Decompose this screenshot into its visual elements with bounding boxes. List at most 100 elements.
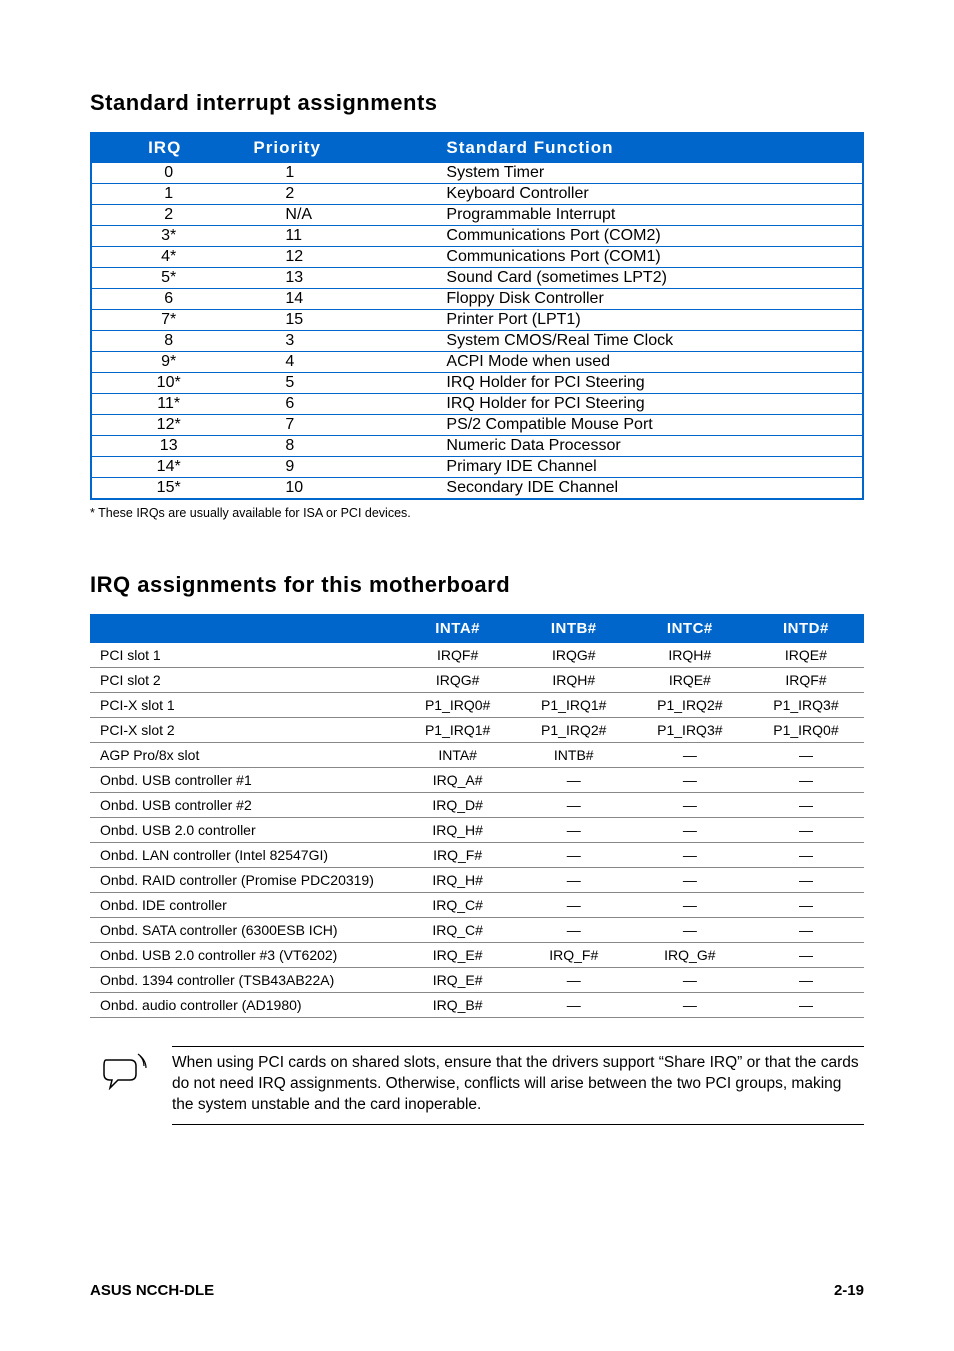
intd-cell: —: [748, 793, 864, 818]
inta-cell: IRQ_E#: [400, 943, 516, 968]
intc-cell: —: [632, 768, 748, 793]
priority-cell: 12: [245, 247, 438, 268]
device-label-cell: Onbd. LAN controller (Intel 82547GI): [90, 843, 400, 868]
device-label-cell: PCI slot 2: [90, 668, 400, 693]
page-footer: ASUS NCCH-DLE 2-19: [90, 1282, 864, 1299]
motherboard-irq-table: INTA# INTB# INTC# INTD# PCI slot 1IRQF#I…: [90, 614, 864, 1018]
intb-cell: —: [516, 793, 632, 818]
intc-cell: —: [632, 793, 748, 818]
table-row: Onbd. USB controller #2IRQ_D#———: [90, 793, 864, 818]
function-cell: PS/2 Compatible Mouse Port: [438, 415, 863, 436]
intc-cell: —: [632, 743, 748, 768]
mb-table-header-intb: INTB#: [516, 614, 632, 643]
table-row: 4*12Communications Port (COM1): [91, 247, 863, 268]
intd-cell: —: [748, 743, 864, 768]
priority-cell: 4: [245, 352, 438, 373]
device-label-cell: Onbd. audio controller (AD1980): [90, 993, 400, 1018]
heading-standard-interrupt: Standard interrupt assignments: [90, 90, 864, 116]
device-label-cell: Onbd. USB controller #1: [90, 768, 400, 793]
irq-cell: 7*: [91, 310, 245, 331]
inta-cell: P1_IRQ0#: [400, 693, 516, 718]
intc-cell: IRQ_G#: [632, 943, 748, 968]
function-cell: IRQ Holder for PCI Steering: [438, 394, 863, 415]
table-row: 01System Timer: [91, 163, 863, 184]
inta-cell: IRQ_C#: [400, 918, 516, 943]
table-row: 5*13Sound Card (sometimes LPT2): [91, 268, 863, 289]
device-label-cell: Onbd. RAID controller (Promise PDC20319): [90, 868, 400, 893]
priority-cell: 15: [245, 310, 438, 331]
priority-cell: N/A: [245, 205, 438, 226]
table-row: 12*7PS/2 Compatible Mouse Port: [91, 415, 863, 436]
heading-irq-motherboard: IRQ assignments for this motherboard: [90, 572, 864, 598]
table-row: Onbd. IDE controllerIRQ_C#———: [90, 893, 864, 918]
inta-cell: IRQ_D#: [400, 793, 516, 818]
intd-cell: P1_IRQ3#: [748, 693, 864, 718]
function-cell: Floppy Disk Controller: [438, 289, 863, 310]
priority-cell: 5: [245, 373, 438, 394]
table-row: PCI slot 2IRQG#IRQH#IRQE#IRQF#: [90, 668, 864, 693]
table-row: Onbd. SATA controller (6300ESB ICH)IRQ_C…: [90, 918, 864, 943]
irq-cell: 11*: [91, 394, 245, 415]
intc-cell: —: [632, 993, 748, 1018]
irq-table-footnote: * These IRQs are usually available for I…: [90, 506, 864, 520]
inta-cell: P1_IRQ1#: [400, 718, 516, 743]
irq-cell: 0: [91, 163, 245, 184]
irq-cell: 6: [91, 289, 245, 310]
device-label-cell: Onbd. USB 2.0 controller: [90, 818, 400, 843]
table-row: 11*6IRQ Holder for PCI Steering: [91, 394, 863, 415]
irq-table: IRQ Priority Standard Function 01System …: [90, 132, 864, 500]
table-row: PCI-X slot 2P1_IRQ1#P1_IRQ2#P1_IRQ3#P1_I…: [90, 718, 864, 743]
device-label-cell: Onbd. 1394 controller (TSB43AB22A): [90, 968, 400, 993]
intc-cell: P1_IRQ2#: [632, 693, 748, 718]
table-row: 14*9Primary IDE Channel: [91, 457, 863, 478]
table-row: Onbd. USB 2.0 controller #3 (VT6202)IRQ_…: [90, 943, 864, 968]
intb-cell: P1_IRQ1#: [516, 693, 632, 718]
inta-cell: IRQ_C#: [400, 893, 516, 918]
table-row: Onbd. USB controller #1IRQ_A#———: [90, 768, 864, 793]
footer-right: 2-19: [834, 1282, 864, 1299]
intb-cell: —: [516, 893, 632, 918]
intc-cell: —: [632, 968, 748, 993]
intd-cell: IRQE#: [748, 643, 864, 668]
function-cell: ACPI Mode when used: [438, 352, 863, 373]
device-label-cell: Onbd. USB controller #2: [90, 793, 400, 818]
irq-cell: 4*: [91, 247, 245, 268]
irq-cell: 3*: [91, 226, 245, 247]
table-row: 10*5IRQ Holder for PCI Steering: [91, 373, 863, 394]
mb-table-header-label: [90, 614, 400, 643]
function-cell: Communications Port (COM1): [438, 247, 863, 268]
table-row: 3*11Communications Port (COM2): [91, 226, 863, 247]
intd-cell: P1_IRQ0#: [748, 718, 864, 743]
table-row: 614Floppy Disk Controller: [91, 289, 863, 310]
priority-cell: 6: [245, 394, 438, 415]
intd-cell: —: [748, 968, 864, 993]
table-row: AGP Pro/8x slotINTA#INTB#——: [90, 743, 864, 768]
priority-cell: 1: [245, 163, 438, 184]
irq-table-header-irq: IRQ: [91, 133, 245, 163]
irq-cell: 2: [91, 205, 245, 226]
inta-cell: IRQ_E#: [400, 968, 516, 993]
intb-cell: —: [516, 968, 632, 993]
function-cell: System CMOS/Real Time Clock: [438, 331, 863, 352]
intb-cell: —: [516, 868, 632, 893]
table-row: 7*15Printer Port (LPT1): [91, 310, 863, 331]
table-row: Onbd. USB 2.0 controllerIRQ_H#———: [90, 818, 864, 843]
inta-cell: IRQF#: [400, 643, 516, 668]
intc-cell: P1_IRQ3#: [632, 718, 748, 743]
irq-cell: 1: [91, 184, 245, 205]
intd-cell: —: [748, 843, 864, 868]
table-row: PCI-X slot 1P1_IRQ0#P1_IRQ1#P1_IRQ2#P1_I…: [90, 693, 864, 718]
device-label-cell: PCI slot 1: [90, 643, 400, 668]
device-label-cell: AGP Pro/8x slot: [90, 743, 400, 768]
mb-table-header-inta: INTA#: [400, 614, 516, 643]
intb-cell: INTB#: [516, 743, 632, 768]
table-row: 2N/AProgrammable Interrupt: [91, 205, 863, 226]
function-cell: Sound Card (sometimes LPT2): [438, 268, 863, 289]
irq-cell: 10*: [91, 373, 245, 394]
function-cell: Numeric Data Processor: [438, 436, 863, 457]
intb-cell: IRQH#: [516, 668, 632, 693]
intc-cell: —: [632, 893, 748, 918]
intb-cell: IRQG#: [516, 643, 632, 668]
inta-cell: IRQ_H#: [400, 868, 516, 893]
intb-cell: —: [516, 818, 632, 843]
